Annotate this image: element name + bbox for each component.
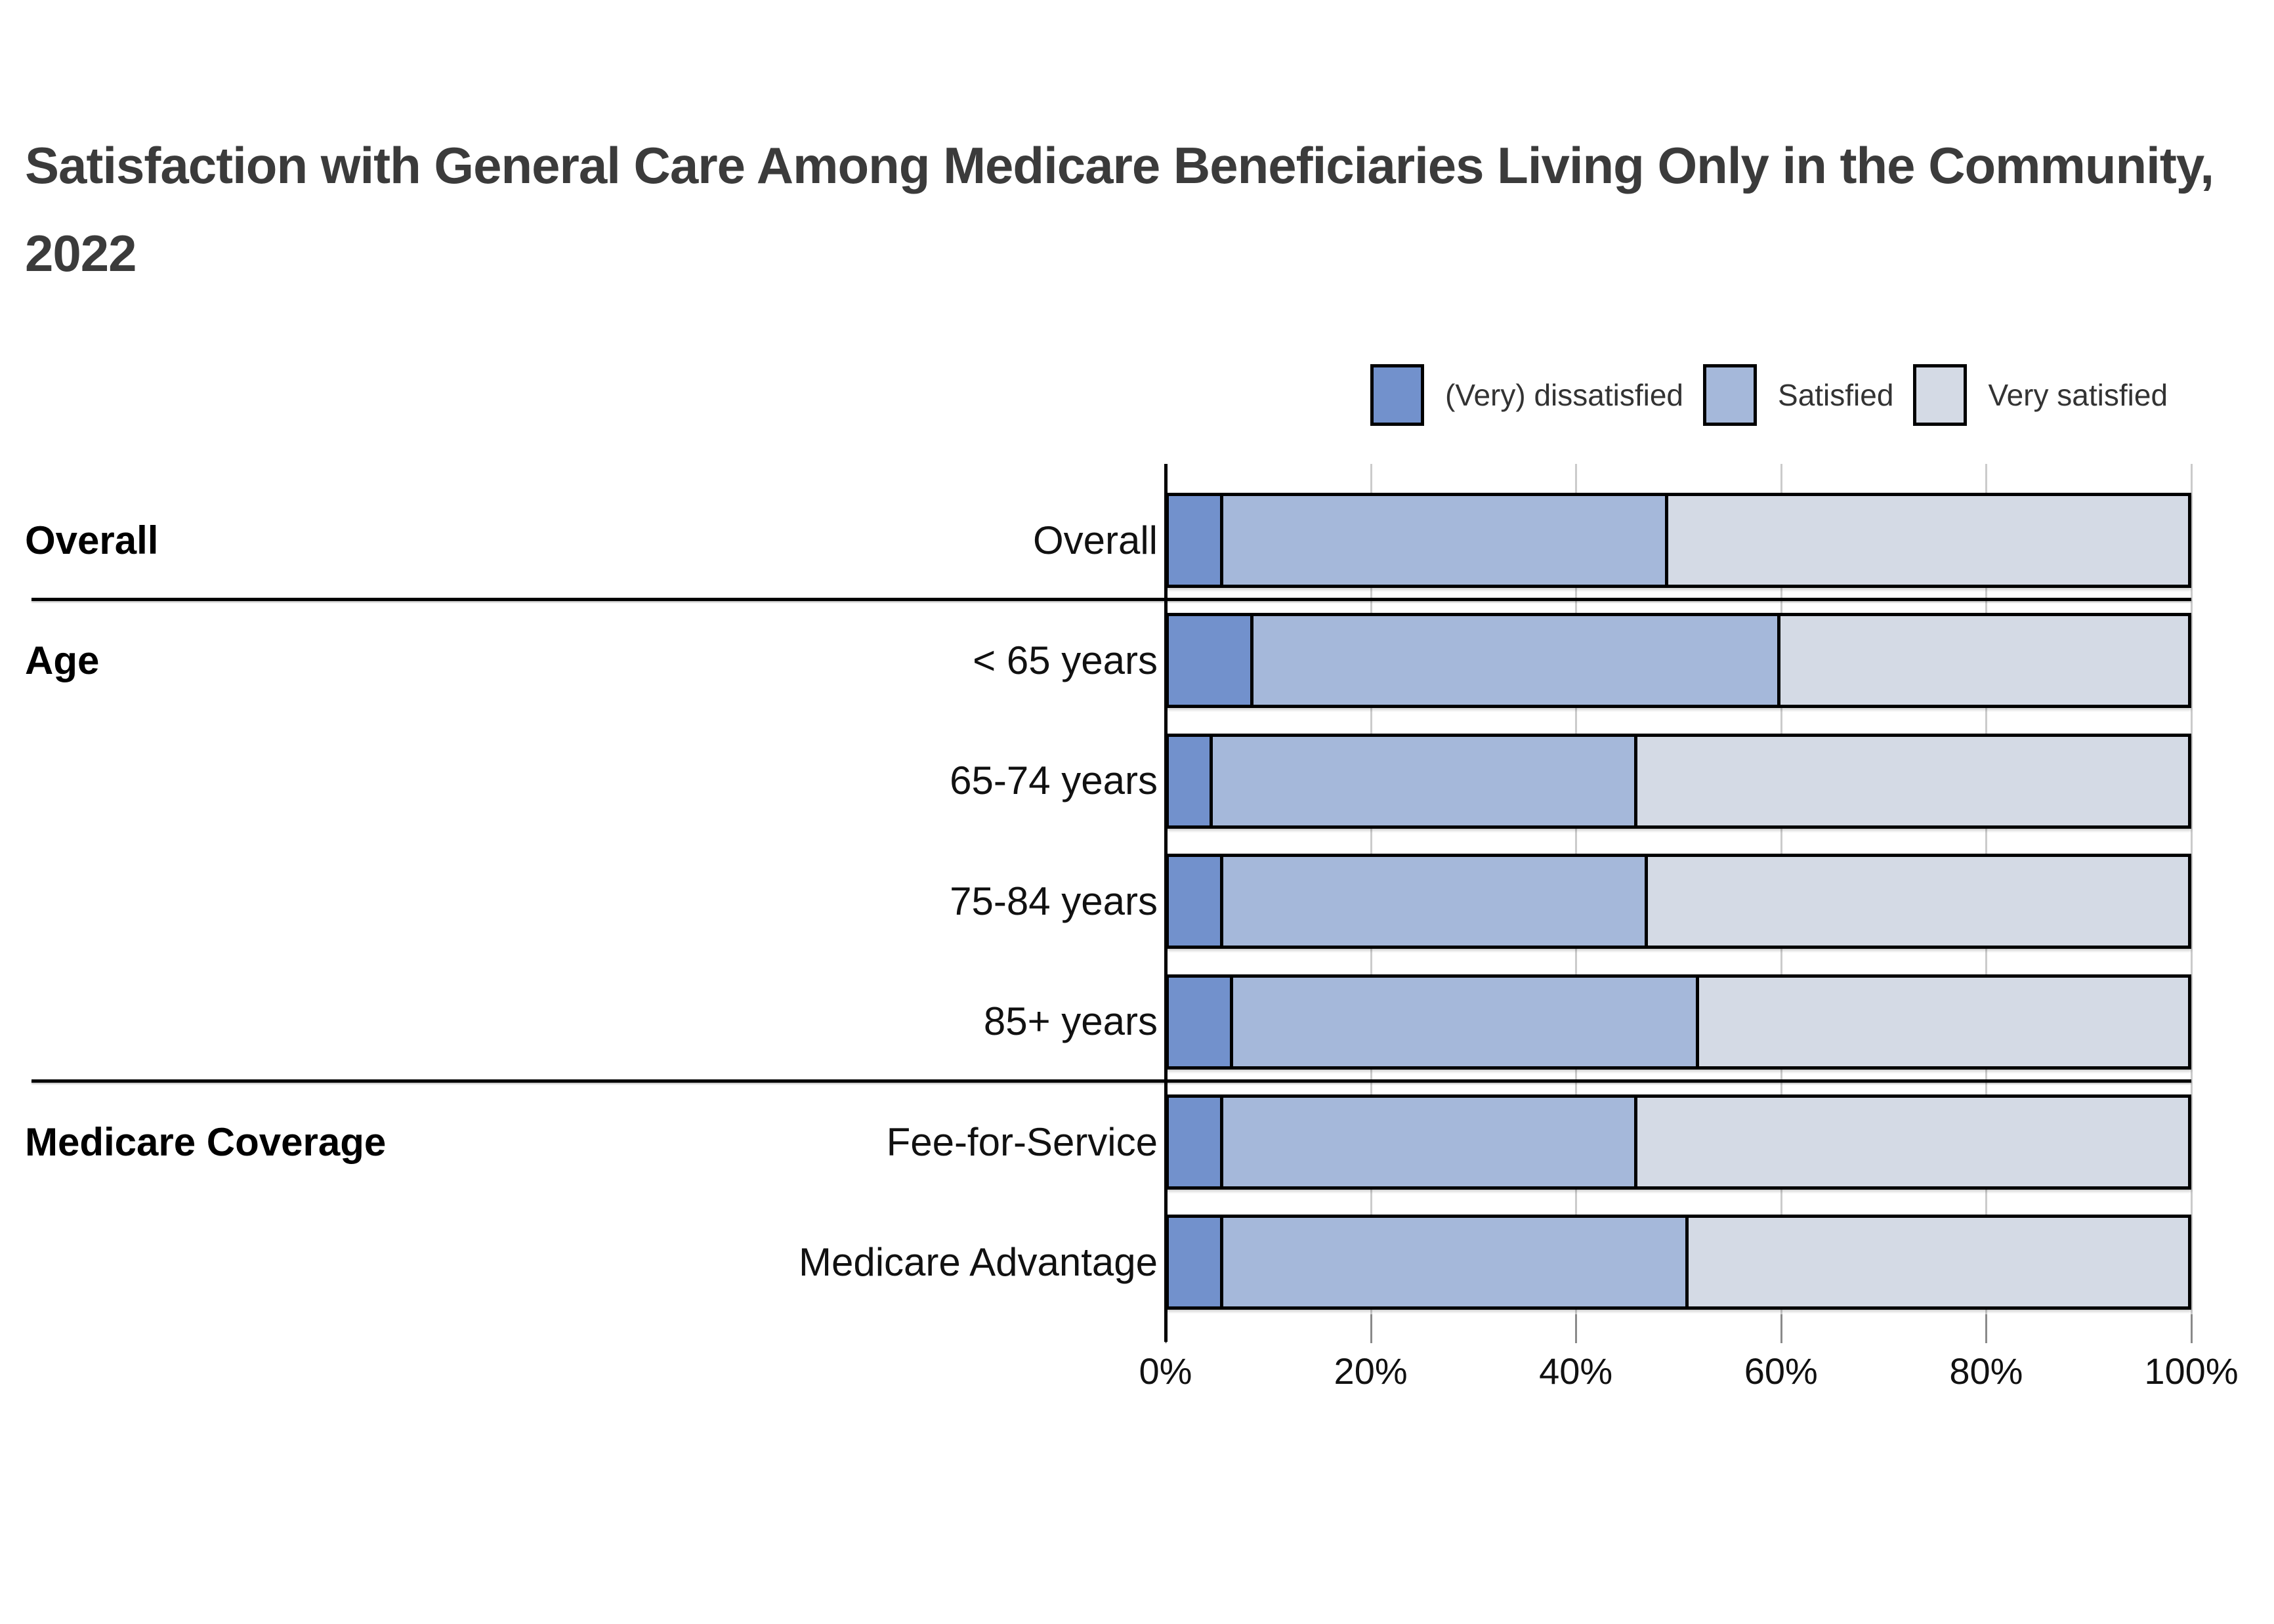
legend-swatch-very-satisfied-icon xyxy=(1913,364,1968,426)
row-label-65-74-years: 65-74 years xyxy=(950,759,1158,803)
axis-tick-label: 80% xyxy=(1949,1350,2023,1392)
group-label-age: Age xyxy=(25,638,100,682)
group-divider xyxy=(32,1079,2191,1083)
bar-medicare-advantage xyxy=(1166,1215,2191,1310)
axis-tick xyxy=(1575,1314,1578,1343)
bar-segment-overall-very-satisfied xyxy=(1668,496,2188,585)
bar-segment-overall-satisfied xyxy=(1219,496,1668,585)
bar-65-74-years xyxy=(1166,733,2191,829)
axis-tick-label: 60% xyxy=(1744,1350,1818,1392)
bar-segment-75-84-years-very-satisfied xyxy=(1647,857,2188,946)
axis-tick-label: 100% xyxy=(2144,1350,2239,1392)
bar-segment-85-years-satisfied xyxy=(1230,977,1699,1066)
gridline xyxy=(2191,464,2193,1314)
bar-segment-overall-very-dissatisfied xyxy=(1169,496,1220,585)
bar-segment-75-84-years-very-dissatisfied xyxy=(1169,857,1220,946)
group-label-overall: Overall xyxy=(25,518,159,562)
bar-fee-for-service xyxy=(1166,1094,2191,1190)
bar-segment-65-years-very-dissatisfied xyxy=(1169,616,1251,705)
bar-segment-65-74-years-very-dissatisfied xyxy=(1169,736,1210,825)
bar-segment-fee-for-service-very-satisfied xyxy=(1637,1098,2188,1186)
legend-item-dissatisfied: (Very) dissatisfied xyxy=(1370,364,1683,426)
legend-item-satisfied: Satisfied xyxy=(1703,364,1893,426)
legend-swatch-dissatisfied-icon xyxy=(1370,364,1424,426)
bar-overall xyxy=(1166,493,2191,588)
bar-segment-65-years-satisfied xyxy=(1250,616,1780,705)
row-label-65-years: < 65 years xyxy=(973,638,1158,682)
bar-segment-fee-for-service-satisfied xyxy=(1219,1098,1638,1186)
plot-area: 0% 20% 40% 60% 80% 100% xyxy=(1139,464,2239,1392)
bar-segment-65-74-years-very-satisfied xyxy=(1637,736,2188,825)
bar-segment-85-years-very-dissatisfied xyxy=(1169,977,1231,1066)
bar-segment-65-years-very-satisfied xyxy=(1780,616,2188,705)
bar-segment-85-years-very-satisfied xyxy=(1698,977,2188,1066)
bar-segment-fee-for-service-very-dissatisfied xyxy=(1169,1098,1220,1186)
bar-segment-medicare-advantage-satisfied xyxy=(1219,1218,1689,1307)
legend-label-very-satisfied: Very satisfied xyxy=(1988,378,2168,412)
axis-tick xyxy=(1780,1314,1782,1343)
legend-swatch-satisfied-icon xyxy=(1703,364,1758,426)
group-divider xyxy=(32,597,2191,601)
axis-tick-label: 0% xyxy=(1139,1350,1192,1392)
bar-segment-medicare-advantage-very-dissatisfied xyxy=(1169,1218,1220,1307)
legend: (Very) dissatisfied Satisfied Very satis… xyxy=(1370,362,2168,428)
row-label-fee-for-service: Fee-for-Service xyxy=(886,1119,1158,1164)
chart-title: Satisfaction with General Care Among Med… xyxy=(25,136,2214,283)
group-label-medicare-coverage: Medicare Coverage xyxy=(25,1119,387,1164)
bar-85-years xyxy=(1166,974,2191,1070)
axis-tick-label: 40% xyxy=(1539,1350,1613,1392)
axis-tick xyxy=(2191,1314,2193,1343)
legend-label-satisfied: Satisfied xyxy=(1778,378,1894,412)
axis-tick-label: 20% xyxy=(1334,1350,1408,1392)
bar-65-years xyxy=(1166,613,2191,709)
legend-label-dissatisfied: (Very) dissatisfied xyxy=(1445,378,1684,412)
axis-tick xyxy=(1985,1314,1988,1343)
axis-tick xyxy=(1370,1314,1372,1343)
row-label-85-years: 85+ years xyxy=(983,999,1158,1044)
row-label-overall: Overall xyxy=(1032,518,1158,562)
bar-75-84-years xyxy=(1166,854,2191,949)
row-label-medicare-advantage: Medicare Advantage xyxy=(798,1239,1158,1284)
bar-segment-75-84-years-satisfied xyxy=(1219,857,1648,946)
legend-item-very-satisfied: Very satisfied xyxy=(1913,364,2168,426)
row-label-75-84-years: 75-84 years xyxy=(950,879,1158,923)
bar-segment-65-74-years-satisfied xyxy=(1210,736,1638,825)
bar-segment-medicare-advantage-very-satisfied xyxy=(1689,1218,2188,1307)
